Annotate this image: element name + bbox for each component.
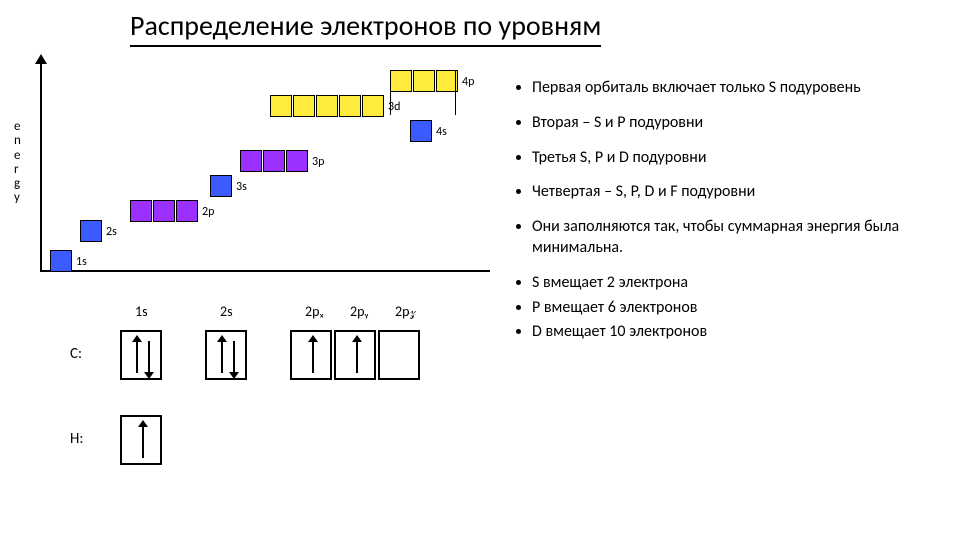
page-title: Распределение электронов по уровням bbox=[130, 8, 601, 47]
subshell-4p bbox=[390, 70, 458, 92]
subshell-label: 3p bbox=[312, 155, 324, 169]
vline bbox=[390, 70, 391, 115]
config-header: 2pᵧ bbox=[350, 303, 368, 320]
bullet-item: Они заполняются так, чтобы суммарная эне… bbox=[532, 217, 950, 259]
energy-diagram: energy 1s2s2p3s3p4s3d4p bbox=[10, 60, 500, 280]
config-box bbox=[205, 330, 247, 380]
y-axis bbox=[40, 60, 42, 270]
orbital-config-diagram: 1s 2s 2pₓ 2pᵧ 2p𝓏 C: H: bbox=[60, 285, 490, 485]
config-box bbox=[334, 330, 376, 380]
subshell-label: 2p bbox=[202, 205, 214, 219]
bullet-item: Первая орбиталь включает только S подуро… bbox=[532, 78, 950, 99]
subshell-4s bbox=[410, 120, 432, 142]
bullet-item: D вмещает 10 электронов bbox=[532, 322, 950, 343]
subshell-1s bbox=[50, 250, 72, 272]
config-box bbox=[378, 330, 420, 380]
orbital-box bbox=[50, 250, 72, 272]
config-header: 2pₓ bbox=[305, 303, 324, 320]
orbital-box bbox=[362, 95, 384, 117]
orbital-box bbox=[293, 95, 315, 117]
config-header: 1s bbox=[135, 303, 148, 320]
orbital-box bbox=[210, 175, 232, 197]
bullet-list: Первая орбиталь включает только S подуро… bbox=[510, 78, 950, 357]
config-box bbox=[120, 330, 162, 380]
subshell-label: 3s bbox=[236, 180, 247, 194]
subshell-3d bbox=[270, 95, 384, 117]
orbital-box bbox=[153, 200, 175, 222]
orbital-box bbox=[413, 70, 435, 92]
y-axis-label: energy bbox=[14, 120, 24, 206]
config-box bbox=[120, 415, 162, 465]
bullet-item: Третья S, P и D подуровни bbox=[532, 148, 950, 169]
orbital-box bbox=[80, 220, 102, 242]
x-axis bbox=[40, 270, 490, 272]
orbital-box bbox=[176, 200, 198, 222]
orbital-box bbox=[339, 95, 361, 117]
config-row-label: H: bbox=[70, 430, 83, 448]
subshell-label: 2s bbox=[106, 225, 117, 239]
orbital-box bbox=[263, 150, 285, 172]
vline bbox=[455, 70, 456, 115]
bullet-item: P вмещает 6 электронов bbox=[532, 298, 950, 319]
bullet-item: Четвертая – S, P, D и F подуровни bbox=[532, 182, 950, 203]
subshell-label: 1s bbox=[76, 255, 87, 269]
orbital-box bbox=[286, 150, 308, 172]
orbital-box bbox=[316, 95, 338, 117]
config-header: 2s bbox=[220, 303, 233, 320]
orbital-box bbox=[410, 120, 432, 142]
subshell-label: 4s bbox=[436, 125, 447, 139]
config-header: 2p𝓏 bbox=[395, 303, 416, 320]
orbital-box bbox=[240, 150, 262, 172]
subshell-3s bbox=[210, 175, 232, 197]
subshell-2p bbox=[130, 200, 198, 222]
config-row-label: C: bbox=[70, 345, 82, 363]
subshell-3p bbox=[240, 150, 308, 172]
orbital-box bbox=[390, 70, 412, 92]
bullet-item: S вмещает 2 электрона bbox=[532, 273, 950, 294]
orbital-box bbox=[130, 200, 152, 222]
orbital-box bbox=[270, 95, 292, 117]
bullet-item: Вторая – S и P подуровни bbox=[532, 113, 950, 134]
subshell-label: 4p bbox=[462, 75, 474, 89]
subshell-2s bbox=[80, 220, 102, 242]
config-box bbox=[290, 330, 332, 380]
